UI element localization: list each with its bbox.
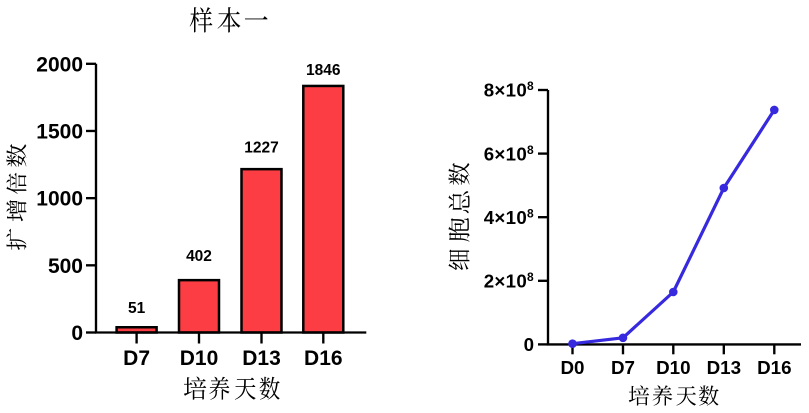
svg-text:500: 500 (48, 255, 83, 278)
svg-text:D10: D10 (656, 357, 690, 378)
svg-text:2×108: 2×108 (484, 270, 534, 292)
svg-text:6×108: 6×108 (484, 143, 534, 165)
svg-text:D13: D13 (707, 357, 741, 378)
svg-text:0: 0 (71, 322, 83, 345)
svg-text:D7: D7 (123, 347, 150, 370)
svg-text:1227: 1227 (244, 139, 278, 156)
svg-text:1000: 1000 (36, 188, 83, 211)
svg-text:0: 0 (524, 334, 534, 355)
svg-text:D16: D16 (757, 357, 791, 378)
svg-text:D7: D7 (611, 357, 635, 378)
svg-text:D16: D16 (304, 347, 343, 370)
svg-text:4×108: 4×108 (484, 206, 534, 228)
svg-text:1500: 1500 (36, 120, 83, 143)
svg-text:51: 51 (128, 300, 146, 317)
svg-text:D13: D13 (242, 347, 281, 370)
svg-text:402: 402 (186, 248, 212, 265)
svg-text:2000: 2000 (36, 53, 83, 76)
svg-text:D10: D10 (180, 347, 219, 370)
svg-text:D0: D0 (560, 357, 584, 378)
svg-text:1846: 1846 (306, 62, 341, 79)
svg-text:8×108: 8×108 (484, 79, 534, 101)
